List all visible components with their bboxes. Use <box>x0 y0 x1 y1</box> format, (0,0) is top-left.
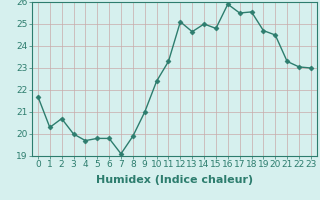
X-axis label: Humidex (Indice chaleur): Humidex (Indice chaleur) <box>96 175 253 185</box>
